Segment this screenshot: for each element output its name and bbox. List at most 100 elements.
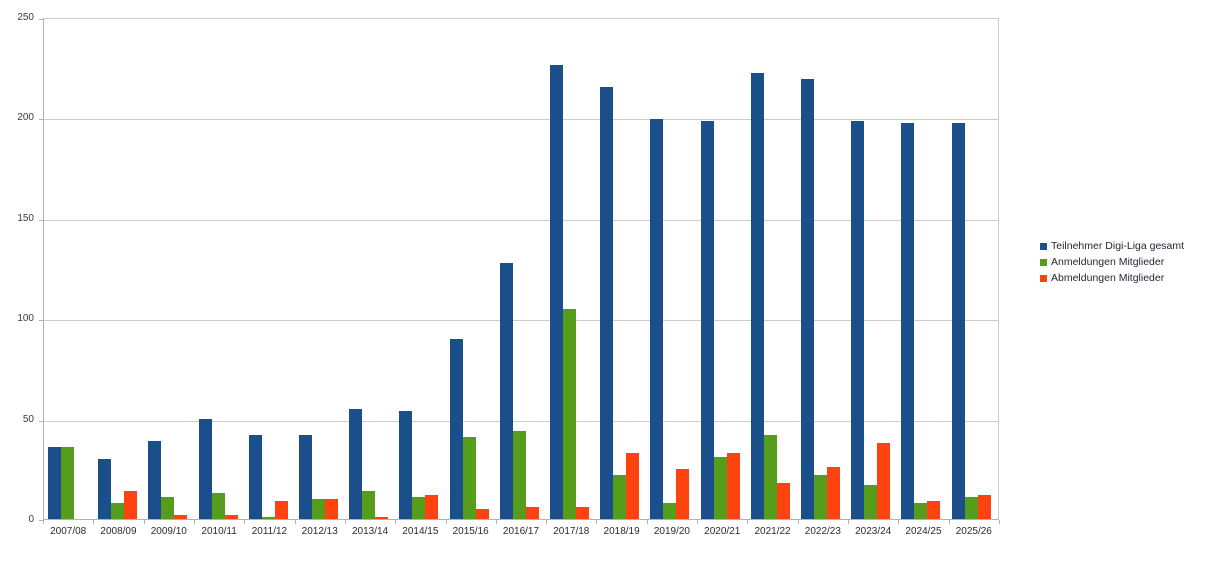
x-axis-tick [244, 520, 245, 524]
legend: Teilnehmer Digi-Liga gesamt Anmeldungen M… [1040, 240, 1184, 288]
bar [914, 503, 928, 519]
y-axis-tick-label: 250 [17, 12, 34, 23]
y-axis-tick [39, 421, 43, 422]
y-axis-tick-label: 50 [22, 414, 34, 425]
x-axis-ticks [43, 520, 1000, 524]
bar [375, 517, 389, 519]
bar [901, 123, 915, 519]
bar-group [646, 19, 696, 519]
bar [161, 497, 175, 519]
bars-layer [44, 19, 998, 519]
x-axis-tick [496, 520, 497, 524]
bar [550, 65, 564, 519]
legend-marker-icon [1040, 274, 1047, 282]
x-axis-label: 2010/11 [201, 526, 237, 537]
x-axis-label: 2011/12 [251, 526, 288, 537]
bar [977, 495, 991, 519]
x-axis-tick [898, 520, 899, 524]
x-axis-label: 2022/23 [804, 526, 841, 537]
x-axis-label: 2019/20 [653, 526, 690, 537]
bar [776, 483, 790, 519]
bar [663, 503, 677, 519]
bar [877, 443, 891, 519]
bar-group [395, 19, 445, 519]
bar-group [897, 19, 947, 519]
bar [851, 121, 865, 519]
bar-group [144, 19, 194, 519]
bar-group [697, 19, 747, 519]
bar [174, 515, 188, 519]
bar [626, 453, 640, 519]
x-axis-tick [647, 520, 648, 524]
bar [299, 435, 313, 519]
bar [750, 73, 764, 519]
x-axis-label: 2007/08 [50, 526, 87, 537]
bar [814, 475, 828, 519]
x-axis-label: 2024/25 [905, 526, 942, 537]
bar-group [94, 19, 144, 519]
x-axis-tick [43, 520, 44, 524]
bar [148, 441, 162, 519]
y-axis-tick [39, 119, 43, 120]
x-axis-tick [848, 520, 849, 524]
bar [951, 123, 965, 519]
bar [325, 499, 339, 519]
bar [198, 419, 212, 519]
bar [726, 453, 740, 519]
x-axis-tick [345, 520, 346, 524]
bar-group [747, 19, 797, 519]
bar [224, 515, 238, 519]
x-axis-label: 2015/16 [452, 526, 489, 537]
bar [312, 499, 326, 519]
bar [362, 491, 376, 519]
bar [274, 501, 288, 519]
bar [475, 509, 489, 519]
y-axis-tick [39, 520, 43, 521]
x-axis-tick [999, 520, 1000, 524]
bar [964, 497, 978, 519]
x-axis-tick [546, 520, 547, 524]
x-axis-labels: 2007/08 2008/09 2009/10 2010/11 2011/12 2012/… [43, 526, 999, 537]
bar [801, 79, 815, 519]
x-axis-tick [747, 520, 748, 524]
bar-group [446, 19, 496, 519]
bar-group [245, 19, 295, 519]
x-axis-label: 2023/24 [855, 526, 892, 537]
bar [425, 495, 439, 519]
x-axis-label: 2013/14 [351, 526, 389, 537]
bar [61, 447, 74, 519]
gridline [44, 119, 998, 120]
y-axis-tick-label: 0 [28, 514, 34, 525]
x-axis-label: 2020/21 [704, 526, 741, 537]
x-axis-label: 2009/10 [150, 526, 187, 537]
bar [713, 457, 727, 519]
bar-group [847, 19, 897, 519]
x-axis-tick [194, 520, 195, 524]
bar [399, 411, 413, 519]
bar [349, 409, 363, 519]
bar [124, 491, 138, 519]
plot-area [39, 18, 999, 521]
y-axis-tick [39, 320, 43, 321]
bar [499, 263, 513, 519]
bar [864, 485, 878, 519]
y-axis-tick [39, 19, 43, 20]
y-axis-tick-label: 200 [17, 112, 34, 123]
legend-item: Abmeldungen Mitglieder [1040, 272, 1184, 284]
bar [412, 497, 426, 519]
y-axis-tick-label: 150 [17, 213, 34, 224]
bar [248, 435, 262, 519]
bar-group [948, 19, 998, 519]
gridline [44, 220, 998, 221]
legend-label: Abmeldungen Mitglieder [1051, 272, 1165, 284]
bar [261, 517, 275, 519]
bar [763, 435, 777, 519]
y-axis-tick-label: 100 [17, 313, 34, 324]
x-axis-label: 2018/19 [603, 526, 640, 537]
gridline [44, 421, 998, 422]
gridline [44, 320, 998, 321]
legend-item: Teilnehmer Digi-Liga gesamt [1040, 240, 1184, 252]
legend-label: Anmeldungen Mitglieder [1051, 256, 1165, 268]
bar-group [496, 19, 546, 519]
